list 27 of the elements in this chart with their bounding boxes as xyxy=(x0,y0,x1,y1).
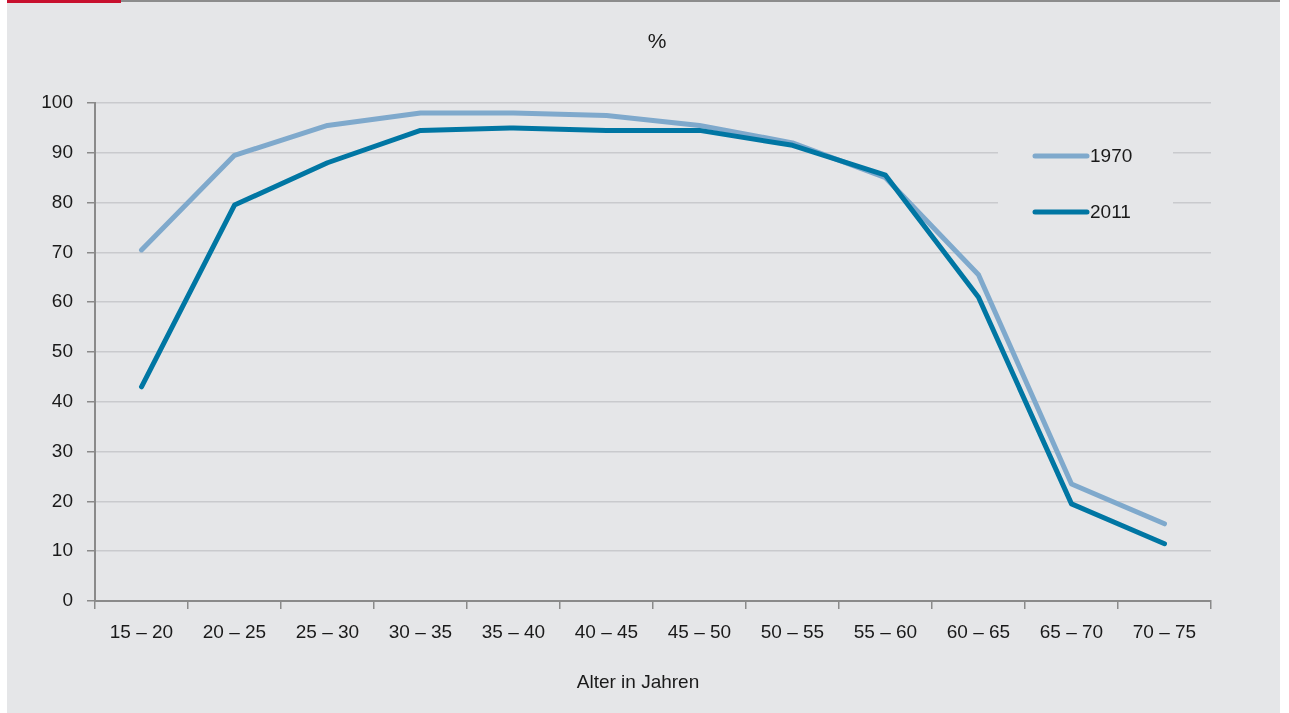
x-tick-label: 40 – 45 xyxy=(574,620,639,642)
x-axis-title: Alter in Jahren xyxy=(576,671,700,693)
y-tick-label: 0 xyxy=(62,589,73,611)
x-tick-label: 30 – 35 xyxy=(388,620,453,642)
x-tick-label: 35 – 40 xyxy=(481,620,546,642)
y-tick-label: 20 xyxy=(51,489,73,511)
x-tick-label: 25 – 30 xyxy=(295,620,360,642)
y-tick-label: 80 xyxy=(51,190,73,212)
x-tick-label: 45 – 50 xyxy=(667,620,732,642)
x-tick-label: 60 – 65 xyxy=(946,620,1011,642)
y-tick-label: 60 xyxy=(51,290,73,312)
y-tick-label: 30 xyxy=(51,439,73,461)
x-tick-label: 20 – 25 xyxy=(202,620,267,642)
legend-label: 2011 xyxy=(1090,201,1131,223)
y-tick-label: 100 xyxy=(41,91,73,113)
y-tick-label: 50 xyxy=(51,340,73,362)
y-tick-label: 70 xyxy=(51,240,73,262)
x-tick-label: 55 – 60 xyxy=(853,620,918,642)
chart-title: % xyxy=(647,28,667,52)
legend-label: 1970 xyxy=(1090,145,1133,167)
x-tick-label: 50 – 55 xyxy=(760,620,825,642)
y-tick-label: 40 xyxy=(51,390,73,412)
y-tick-label: 10 xyxy=(51,539,73,561)
x-tick-label: 70 – 75 xyxy=(1132,620,1197,642)
x-tick-label: 15 – 20 xyxy=(109,620,174,642)
y-tick-label: 90 xyxy=(51,141,73,163)
x-tick-label: 65 – 70 xyxy=(1039,620,1104,642)
